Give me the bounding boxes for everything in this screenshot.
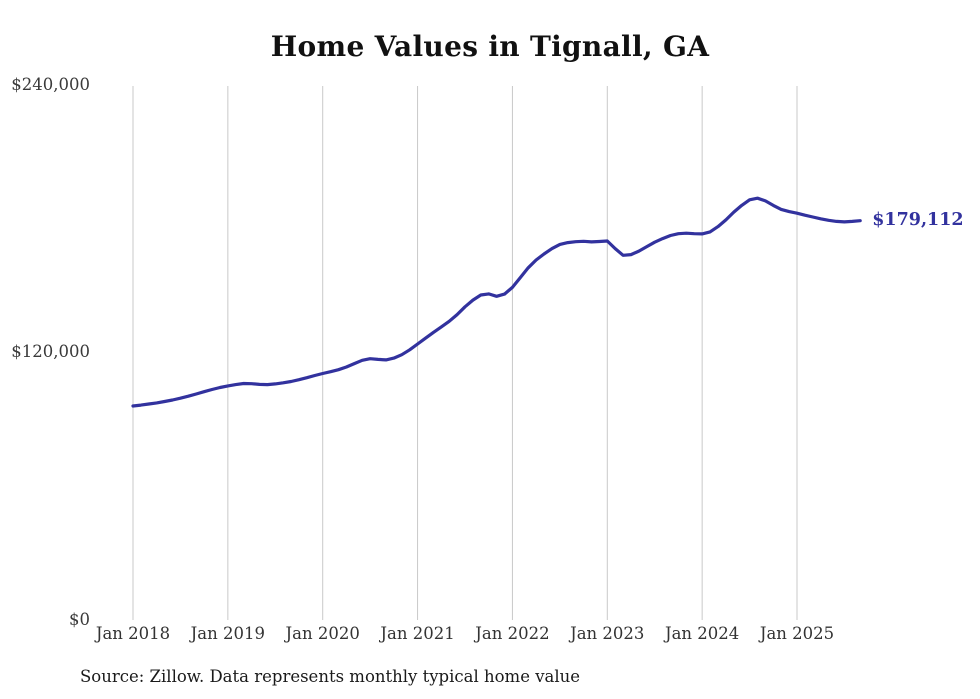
y-axis-tick-240000: $240,000 xyxy=(11,75,90,94)
latest-value-label: $179,112 xyxy=(872,209,964,230)
x-axis-tick-jan-2024: Jan 2024 xyxy=(664,624,740,643)
x-axis-tick-jan-2018: Jan 2018 xyxy=(95,624,171,643)
x-axis-tick-jan-2025: Jan 2025 xyxy=(759,624,835,643)
chart-title: Home Values in Tignall, GA xyxy=(270,30,710,63)
x-axis-tick-jan-2021: Jan 2021 xyxy=(380,624,455,643)
x-axis-tick-jan-2022: Jan 2022 xyxy=(475,624,550,643)
y-axis-tick-0: $0 xyxy=(69,610,90,629)
x-axis-tick-jan-2020: Jan 2020 xyxy=(285,624,360,643)
y-axis-tick-120000: $120,000 xyxy=(11,342,90,361)
x-axis-tick-jan-2019: Jan 2019 xyxy=(190,624,265,643)
home-value-line xyxy=(131,196,862,408)
gridlines xyxy=(132,86,798,620)
x-axis-tick-jan-2023: Jan 2023 xyxy=(570,624,645,643)
source-note: Source: Zillow. Data represents monthly … xyxy=(80,667,581,686)
